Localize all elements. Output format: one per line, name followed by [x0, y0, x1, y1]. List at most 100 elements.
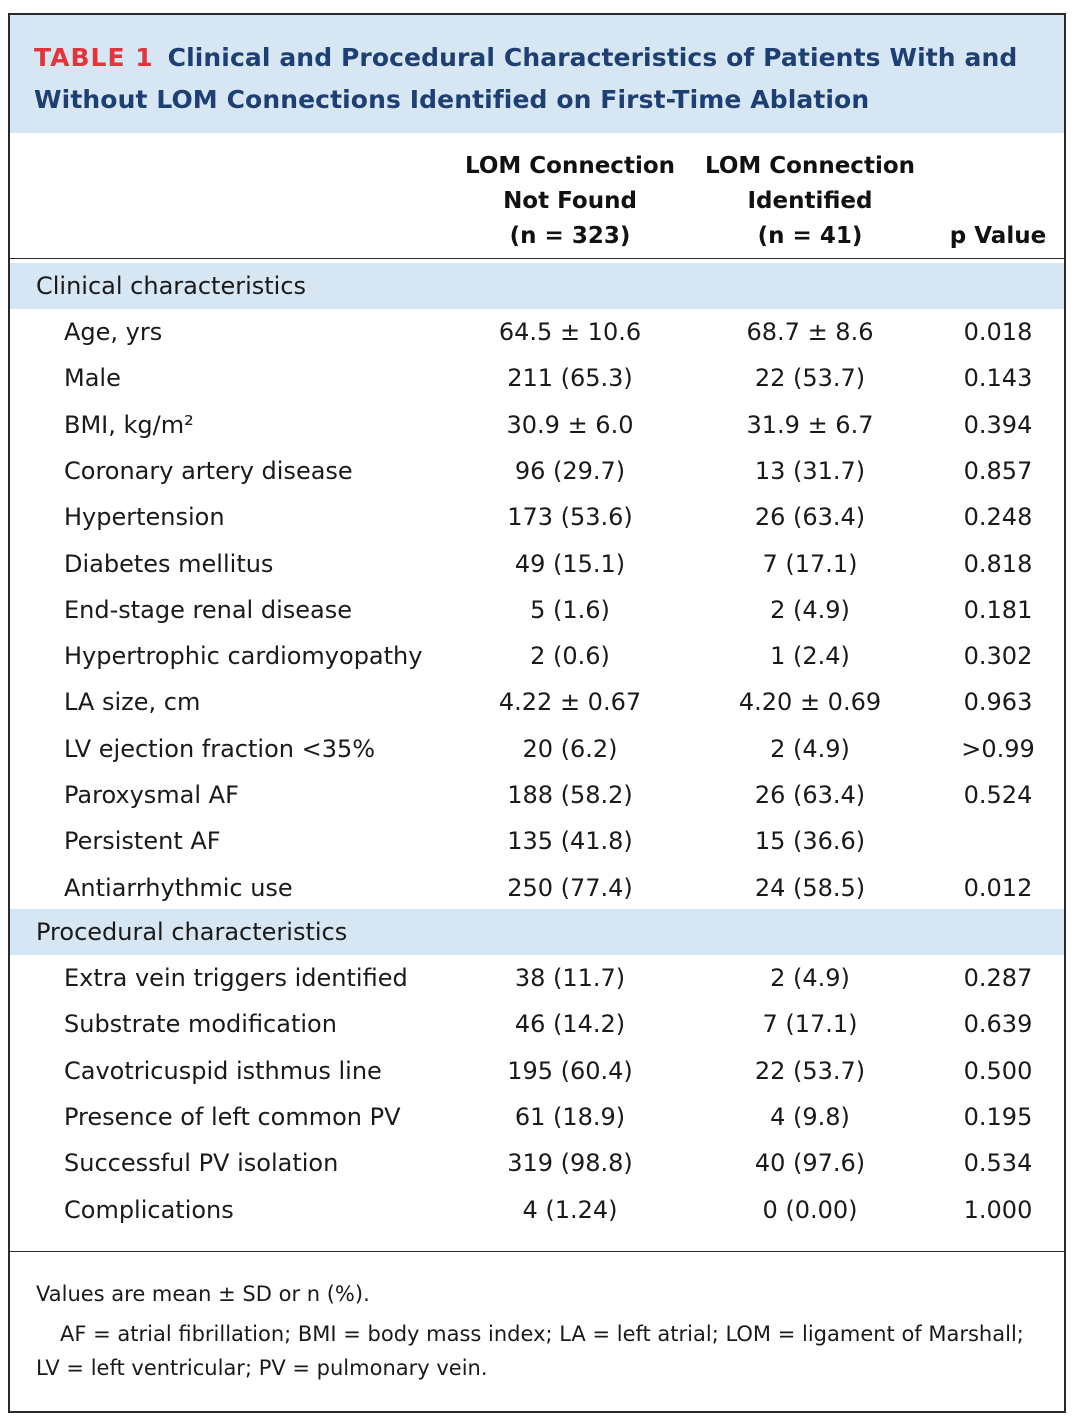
- column-header-identified: LOM Connection Identified (n = 41): [680, 149, 940, 254]
- cell-not-found: 2 (0.6): [530, 642, 610, 671]
- row-label: LV ejection fraction <35%: [64, 734, 376, 763]
- cell-identified: 26 (63.4): [754, 781, 866, 809]
- cell-identified: 2 (4.9): [770, 734, 850, 763]
- cell-p-value: 0.181: [963, 595, 1033, 624]
- table-row: Extra vein triggers identified 38 (11.7) 2…: [10, 955, 1064, 1001]
- header-line: Identified: [747, 188, 873, 214]
- table-number-label: TABLE 1: [34, 43, 154, 72]
- table-row: Antiarrhythmic use 250 (77.4) 24 (58.5) 0.0…: [10, 865, 1064, 911]
- table-row: Persistent AF 135 (41.8) 15 (36.6): [10, 818, 1064, 864]
- cell-not-found: 173 (53.6): [507, 503, 633, 532]
- cell-p-value: 0.018: [963, 318, 1033, 346]
- cell-identified: 24 (58.5): [754, 873, 866, 902]
- table-title-text: Clinical and Procedural Characteristics …: [34, 43, 1018, 114]
- row-label: Diabetes mellitus: [64, 549, 274, 578]
- cell-p-value: 0.500: [963, 1056, 1033, 1085]
- cell-not-found: 188 (58.2): [507, 781, 633, 809]
- footnote: Values are mean ± SD or n (%).: [36, 1282, 370, 1306]
- cell-p-value: >0.99: [961, 734, 1035, 763]
- table-row: Hypertension 173 (53.6) 26 (63.4) 0.248: [10, 494, 1064, 540]
- row-label: Antiarrhythmic use: [64, 873, 293, 902]
- row-label: Paroxysmal AF: [64, 781, 239, 809]
- cell-p-value: 0.248: [963, 503, 1033, 532]
- cell-not-found: 38 (11.7): [514, 964, 626, 992]
- table-row: Cavotricuspid isthmus line 195 (60.4) 22 (…: [10, 1048, 1064, 1094]
- cell-identified: 1 (2.4): [770, 642, 850, 671]
- cell-not-found: 61 (18.9): [514, 1102, 626, 1131]
- row-label: Hypertension: [64, 503, 225, 532]
- table-row: LV ejection fraction <35% 20 (6.2) 2 (4.9)…: [10, 726, 1064, 772]
- footer-divider: [10, 1251, 1064, 1252]
- row-label: End-stage renal disease: [64, 595, 352, 624]
- cell-identified: 0 (0.00): [762, 1195, 858, 1224]
- cell-p-value: 0.195: [963, 1102, 1033, 1131]
- cell-not-found: 211 (65.3): [507, 364, 633, 393]
- cell-identified: 4.20 ± 0.69: [738, 688, 882, 717]
- cell-not-found: 49 (15.1): [514, 549, 626, 578]
- cell-p-value: 1.000: [963, 1195, 1033, 1224]
- cell-p-value: 0.639: [963, 1010, 1033, 1039]
- cell-not-found: 319 (98.8): [507, 1149, 633, 1178]
- cell-not-found: 195 (60.4): [507, 1056, 633, 1085]
- cell-p-value: 0.534: [963, 1149, 1033, 1178]
- table-row: Successful PV isolation 319 (98.8) 40 (97.…: [10, 1140, 1064, 1186]
- cell-identified: 13 (31.7): [754, 456, 866, 485]
- row-label: BMI, kg/m²: [64, 410, 194, 439]
- header-line: (n = 323): [509, 223, 631, 249]
- cell-p-value: 0.818: [963, 549, 1033, 578]
- column-header-row: LOM Connection Not Found (n = 323) LOM C…: [10, 133, 1064, 259]
- cell-identified: 22 (53.7): [754, 364, 866, 393]
- row-label: Male: [64, 364, 121, 393]
- cell-p-value: 0.394: [963, 410, 1033, 439]
- table-footnotes: Values are mean ± SD or n (%). AF = atri…: [36, 1277, 1036, 1385]
- table-frame: TABLE 1 Clinical and Procedural Character…: [8, 13, 1066, 1413]
- table-row: Presence of left common PV 61 (18.9) 4 (9.…: [10, 1094, 1064, 1140]
- cell-not-found: 4 (1.24): [522, 1195, 618, 1224]
- header-line: LOM Connection: [705, 153, 915, 179]
- cell-p-value: 0.012: [963, 873, 1033, 902]
- cell-not-found: 135 (41.8): [507, 827, 633, 856]
- cell-identified: 40 (97.6): [754, 1149, 866, 1178]
- cell-identified: 7 (17.1): [762, 549, 858, 578]
- cell-identified: 68.7 ± 8.6: [746, 318, 874, 346]
- row-label: Substrate modification: [64, 1010, 337, 1039]
- cell-not-found: 4.22 ± 0.67: [498, 688, 642, 717]
- cell-p-value: 0.287: [963, 964, 1033, 992]
- table-row: Paroxysmal AF 188 (58.2) 26 (63.4) 0.524: [10, 772, 1064, 818]
- cell-not-found: 64.5 ± 10.6: [498, 318, 642, 346]
- row-label: Coronary artery disease: [64, 456, 353, 485]
- cell-identified: 26 (63.4): [754, 503, 866, 532]
- row-label: Presence of left common PV: [64, 1102, 401, 1131]
- cell-not-found: 30.9 ± 6.0: [506, 410, 634, 439]
- row-label: Cavotricuspid isthmus line: [64, 1056, 382, 1085]
- section-header-clinical: Clinical characteristics: [10, 263, 1064, 309]
- section-title: Clinical characteristics: [36, 272, 307, 300]
- table-row: BMI, kg/m² 30.9 ± 6.0 31.9 ± 6.7 0.394: [10, 402, 1064, 448]
- row-label: Successful PV isolation: [64, 1149, 339, 1178]
- column-header-p-value: p Value: [940, 219, 1056, 254]
- cell-not-found: 250 (77.4): [507, 873, 633, 902]
- cell-identified: 2 (4.9): [770, 964, 850, 992]
- footnote-abbreviations: AF = atrial fibrillation; BMI = body mas…: [36, 1322, 1024, 1380]
- section-header-procedural: Procedural characteristics: [10, 909, 1064, 955]
- table-row: Coronary artery disease 96 (29.7) 13 (31.7…: [10, 448, 1064, 494]
- table-row: Complications 4 (1.24) 0 (0.00) 1.000: [10, 1187, 1064, 1233]
- cell-identified: 7 (17.1): [762, 1010, 858, 1039]
- table-row: LA size, cm 4.22 ± 0.67 4.20 ± 0.69 0.963: [10, 679, 1064, 725]
- section-title: Procedural characteristics: [36, 918, 348, 946]
- header-line: (n = 41): [757, 223, 863, 249]
- header-line: p Value: [949, 223, 1047, 249]
- cell-not-found: 5 (1.6): [530, 595, 610, 624]
- table-row: Male 211 (65.3) 22 (53.7) 0.143: [10, 355, 1064, 401]
- cell-not-found: 46 (14.2): [514, 1010, 626, 1039]
- table-row: End-stage renal disease 5 (1.6) 2 (4.9) 0.1…: [10, 587, 1064, 633]
- row-label: Complications: [64, 1195, 234, 1224]
- header-line: Not Found: [503, 188, 637, 214]
- title-band: TABLE 1 Clinical and Procedural Character…: [10, 15, 1064, 133]
- cell-not-found: 96 (29.7): [514, 456, 626, 485]
- row-label: Extra vein triggers identified: [64, 964, 408, 992]
- table-row: Hypertrophic cardiomyopathy 2 (0.6) 1 (2.4…: [10, 633, 1064, 679]
- table-row: Diabetes mellitus 49 (15.1) 7 (17.1) 0.818: [10, 541, 1064, 587]
- cell-p-value: 0.302: [963, 642, 1033, 671]
- row-label: Age, yrs: [64, 318, 163, 346]
